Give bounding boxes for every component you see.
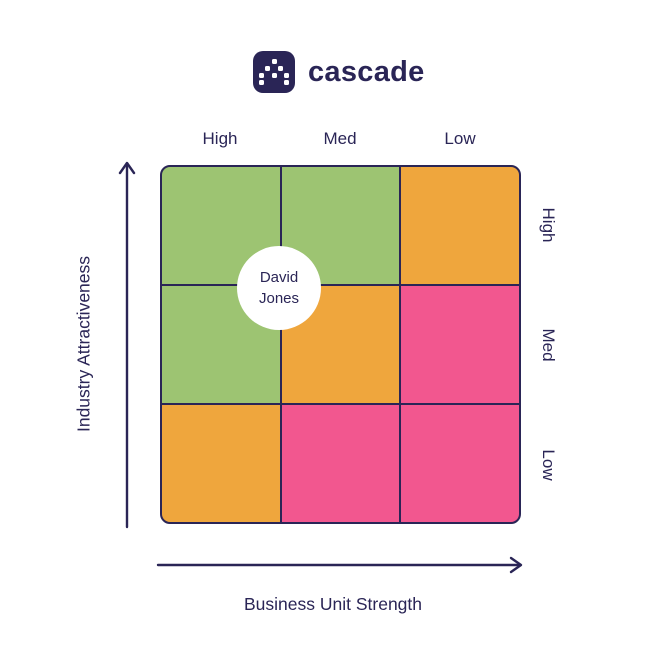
- y-axis-arrow-icon: [118, 161, 136, 529]
- logo-dot: [271, 58, 277, 64]
- matrix-cell-r0c2: [401, 167, 519, 284]
- cascade-logo: cascade: [253, 51, 425, 93]
- matrix-cell-r2c2: [401, 405, 519, 522]
- cascade-wordmark: cascade: [308, 56, 425, 88]
- logo-dot: [284, 72, 289, 78]
- logo-dot: [265, 65, 270, 71]
- logo-dot: [259, 79, 264, 85]
- y-axis-label: Industry Attractiveness: [73, 255, 94, 433]
- marker-label-line1: David: [259, 269, 299, 286]
- marker-label-line2: Jones: [258, 290, 300, 307]
- matrix-cell-r2c1: [281, 405, 400, 522]
- logo-dot: [259, 72, 264, 78]
- row-header-med: Med: [539, 328, 558, 362]
- logo-dot: [271, 72, 277, 78]
- column-header-high: High: [202, 129, 238, 148]
- cascade-logo-icon: [253, 51, 295, 93]
- matrix-cell-r2c0: [162, 405, 280, 522]
- x-axis-arrow-icon: [156, 556, 523, 574]
- row-header-low: Low: [539, 449, 558, 481]
- column-header-med: Med: [323, 129, 357, 148]
- david-jones-marker: David Jones: [237, 246, 321, 330]
- matrix-cell-r1c2: [401, 286, 519, 403]
- column-header-low: Low: [444, 129, 476, 148]
- x-axis-label: Business Unit Strength: [243, 594, 423, 614]
- matrix-grid: [160, 165, 521, 524]
- logo-dot: [278, 65, 283, 71]
- row-header-high: High: [539, 207, 558, 243]
- logo-dot: [284, 79, 289, 85]
